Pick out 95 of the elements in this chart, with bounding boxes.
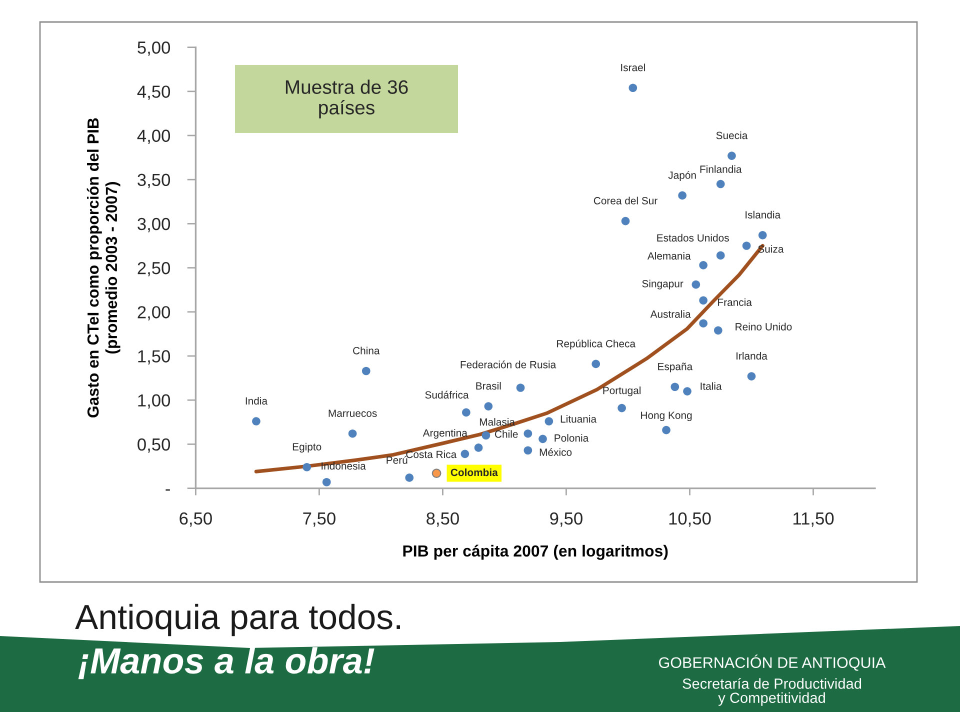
- y-tick-label: 4,00: [137, 130, 170, 144]
- point: [699, 296, 708, 305]
- series-label: Perú: [386, 456, 408, 464]
- point: [716, 251, 725, 260]
- y-tick-label: 0,50: [138, 438, 170, 453]
- y-tick-label: 3,00: [138, 218, 170, 232]
- point: [252, 417, 260, 426]
- series-label: Francia: [718, 298, 752, 306]
- series-label: Sudáfrica: [425, 390, 469, 399]
- series-label: Hong Kong: [641, 412, 692, 422]
- series-label: Israel: [621, 64, 645, 72]
- series-label: Brasil: [476, 382, 501, 390]
- point: [524, 429, 532, 438]
- y-tick-label: 2,50: [138, 262, 170, 276]
- series-label: República Checa: [557, 340, 636, 350]
- y-tick-label: 4,50: [137, 86, 170, 100]
- series-label: Lituania: [560, 415, 597, 423]
- series-label: Singapur: [642, 280, 684, 290]
- point: [405, 474, 414, 482]
- x-tick-label: 8,50: [426, 512, 459, 527]
- point: [678, 191, 686, 200]
- series-label: Chile: [495, 430, 518, 438]
- point: [482, 431, 490, 440]
- y-tick-label: 5,00: [138, 41, 170, 56]
- text: Secretaría de Productividad y Competitividad: [682, 678, 862, 706]
- series-label: México: [540, 448, 572, 456]
- point: [462, 408, 470, 417]
- series-label: Indonesia: [322, 462, 366, 470]
- point: [621, 216, 630, 226]
- series-label: Italia: [700, 382, 722, 390]
- y-tick-label: 2,00: [138, 306, 170, 320]
- point: [742, 242, 751, 250]
- series-label: Corea del Sur: [594, 196, 658, 204]
- point: [524, 446, 532, 455]
- text: GOBERNACIÓN DE ANTIOQUIA: [659, 654, 886, 671]
- series-label: Egipto: [292, 442, 322, 453]
- point: [699, 319, 708, 328]
- point: [302, 462, 312, 472]
- y-tick-label: 3,50: [138, 174, 170, 188]
- point: [716, 180, 725, 188]
- point: [662, 426, 670, 434]
- series-label: Argentina: [422, 428, 468, 439]
- series-label: Colombia: [450, 468, 498, 476]
- point: [474, 444, 483, 452]
- text: Antioquia para todos.: [75, 604, 400, 636]
- point: [714, 326, 722, 335]
- x-tick-label: 11,50: [793, 512, 834, 527]
- point: [747, 372, 756, 380]
- series-label: Costa Rica: [406, 450, 457, 458]
- y-axis-title: Gasto en CTeI como proporción del PIB (promedio 2003 - 2007): [86, 118, 120, 418]
- series-label: India: [246, 396, 268, 405]
- point: [544, 417, 554, 426]
- series-label: Polonia: [554, 434, 589, 442]
- point: [348, 429, 357, 438]
- series-label: Irlanda: [736, 352, 768, 360]
- series-label: Portugal: [603, 386, 641, 396]
- series-label: Suecia: [716, 131, 748, 140]
- point: [538, 434, 547, 444]
- y-tick-label: -: [166, 489, 170, 491]
- x-tick-label: 7,50: [303, 512, 336, 527]
- point: [758, 231, 767, 240]
- x-axis-title: PIB per cápita 2007 (en logaritmos): [403, 544, 668, 560]
- point: [592, 360, 600, 368]
- series-label: Australia: [650, 310, 691, 318]
- point: [516, 384, 525, 392]
- x-tick-label: 6,50: [180, 512, 212, 527]
- series-label: Islandia: [746, 210, 781, 219]
- point: [728, 152, 736, 160]
- text: ¡Manos a la obra!: [78, 647, 374, 680]
- point: [628, 84, 638, 92]
- point: [699, 260, 708, 270]
- point: [692, 280, 700, 289]
- point: [432, 468, 442, 478]
- series-label: Estados Unidos: [657, 234, 729, 242]
- point: [670, 382, 680, 392]
- series-label: Malasia: [480, 418, 516, 426]
- point: [460, 450, 470, 458]
- point: [322, 478, 331, 486]
- y-tick-label: 1,00: [138, 394, 170, 409]
- x-tick-label: 10,50: [669, 512, 711, 527]
- point: [683, 387, 692, 396]
- point: [362, 366, 370, 376]
- series-label: Reino Unido: [736, 322, 792, 330]
- series-label: Japón: [668, 171, 696, 181]
- series-label: China: [353, 346, 380, 354]
- y-tick-label: 1,50: [138, 350, 170, 365]
- annotation: Muestra de 36 países: [286, 80, 408, 118]
- point: [618, 404, 626, 412]
- series-label: Alemania: [647, 252, 691, 260]
- point: [484, 402, 493, 410]
- x-tick-label: 9,50: [550, 512, 582, 527]
- text: Federación de Rusia: [460, 360, 556, 368]
- series-label: España: [658, 362, 693, 372]
- series-label: Marruecos: [328, 410, 377, 417]
- series-label: Finlandia: [700, 165, 742, 173]
